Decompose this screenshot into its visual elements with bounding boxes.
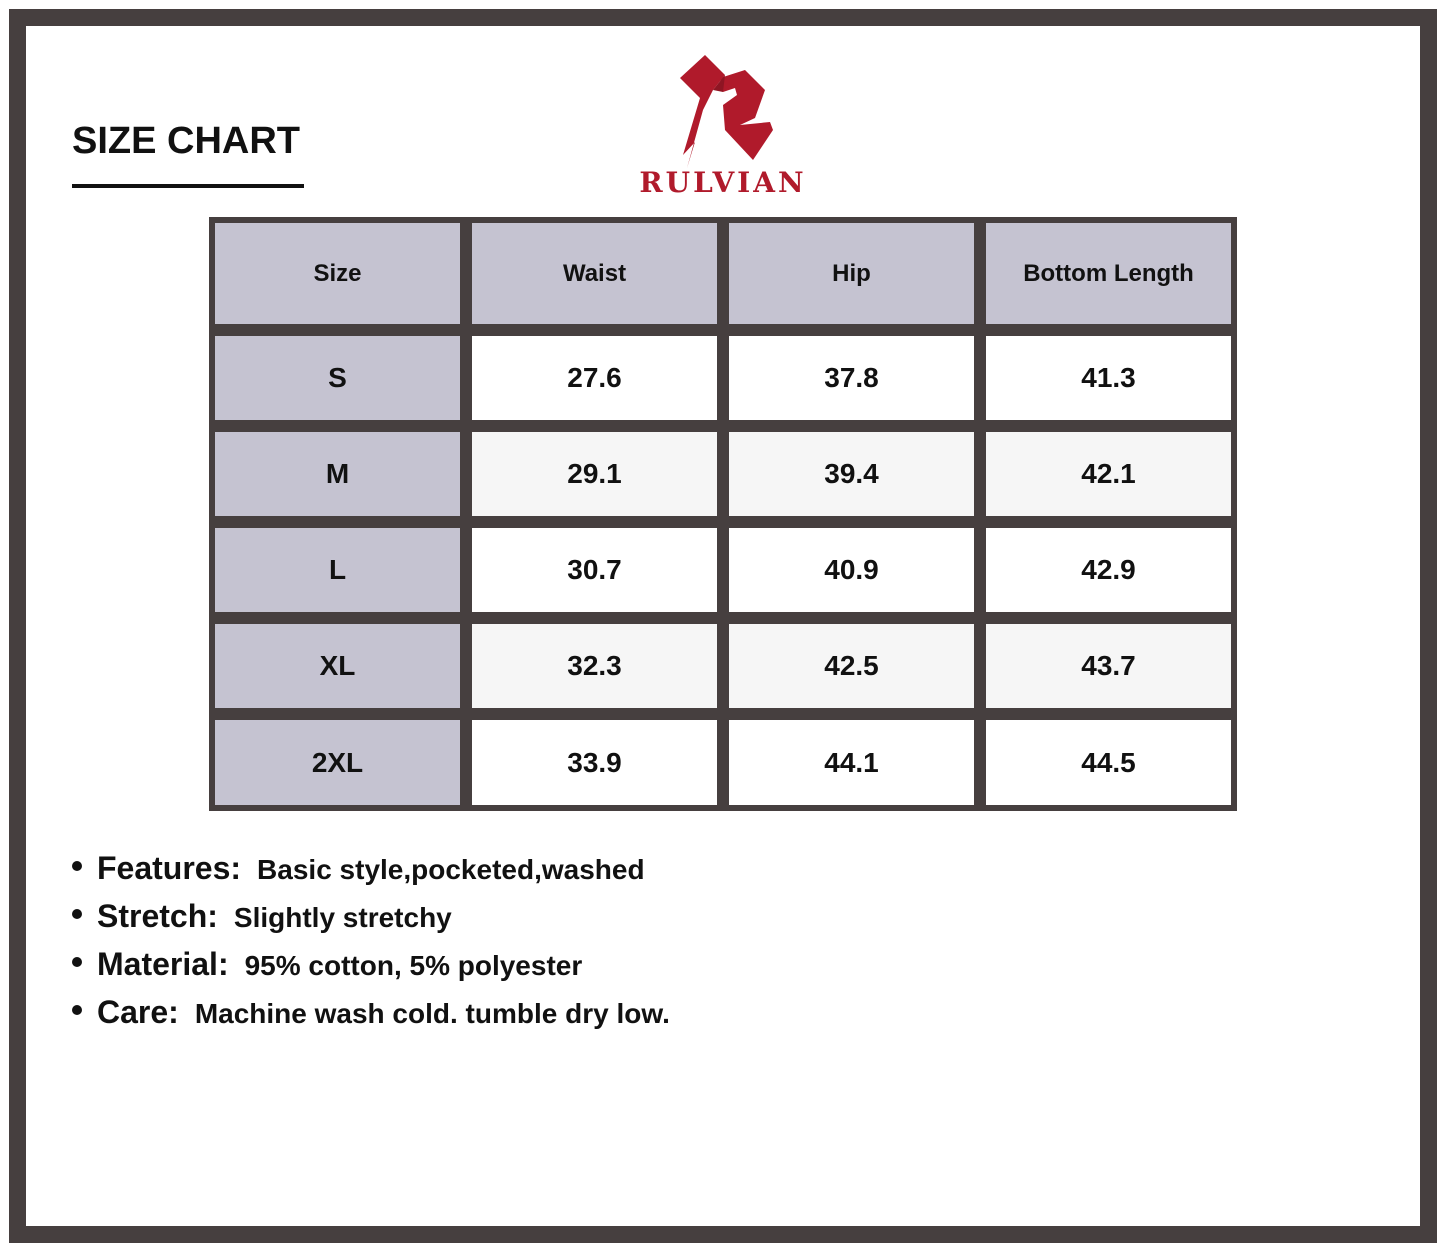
bullet-icon [72,861,82,871]
measurement-cell: 40.9 [729,528,974,612]
feature-label: Stretch: [97,898,218,934]
page-title: SIZE CHART [72,120,300,162]
bullet-icon [72,1005,82,1015]
measurement-cell: 44.5 [986,720,1231,805]
measurement-cell: 37.8 [729,336,974,420]
feature-label: Material: [97,946,229,982]
feature-item: Features: Basic style,pocketed,washed [72,850,670,898]
bullet-icon [72,909,82,919]
measurement-cell: 29.1 [472,432,717,516]
column-header: Bottom Length [986,223,1231,324]
measurement-cell: 42.1 [986,432,1231,516]
size-label-cell: XL [215,624,460,708]
measurement-cell: 32.3 [472,624,717,708]
title-underline [72,184,304,188]
measurement-cell: 43.7 [986,624,1231,708]
feature-value: Machine wash cold. tumble dry low. [194,998,670,1029]
feature-value: Slightly stretchy [233,902,452,933]
measurement-cell: 39.4 [729,432,974,516]
feature-label: Features: [97,850,242,886]
feature-value: Basic style,pocketed,washed [257,854,645,885]
brand-logo-icon [680,55,773,168]
measurement-cell: 44.1 [729,720,974,805]
measurement-cell: 42.9 [986,528,1231,612]
feature-value: 95% cotton, 5% polyester [244,950,583,981]
feature-item: Material: 95% cotton, 5% polyester [72,946,670,994]
size-label-cell: L [215,528,460,612]
column-header: Waist [472,223,717,324]
brand-name: RULVIAN [639,166,807,199]
measurement-cell: 33.9 [472,720,717,805]
measurement-cell: 30.7 [472,528,717,612]
measurement-cell: 41.3 [986,336,1231,420]
size-label-cell: M [215,432,460,516]
size-label-cell: S [215,336,460,420]
size-table: Size Waist Hip Bottom Length S 27.6 37.8 41.3 M 2… [209,217,1237,811]
bullet-icon [72,957,82,967]
column-header: Hip [729,223,974,324]
column-header: Size [215,223,460,324]
feature-list: Features: Basic style,pocketed,washed Stre… [72,850,670,1042]
feature-item: Stretch: Slightly stretchy [72,898,670,946]
measurement-cell: 27.6 [472,336,717,420]
size-label-cell: 2XL [215,720,460,805]
measurement-cell: 42.5 [729,624,974,708]
feature-item: Care: Machine wash cold. tumble dry low. [72,994,670,1042]
feature-label: Care: [97,994,179,1030]
